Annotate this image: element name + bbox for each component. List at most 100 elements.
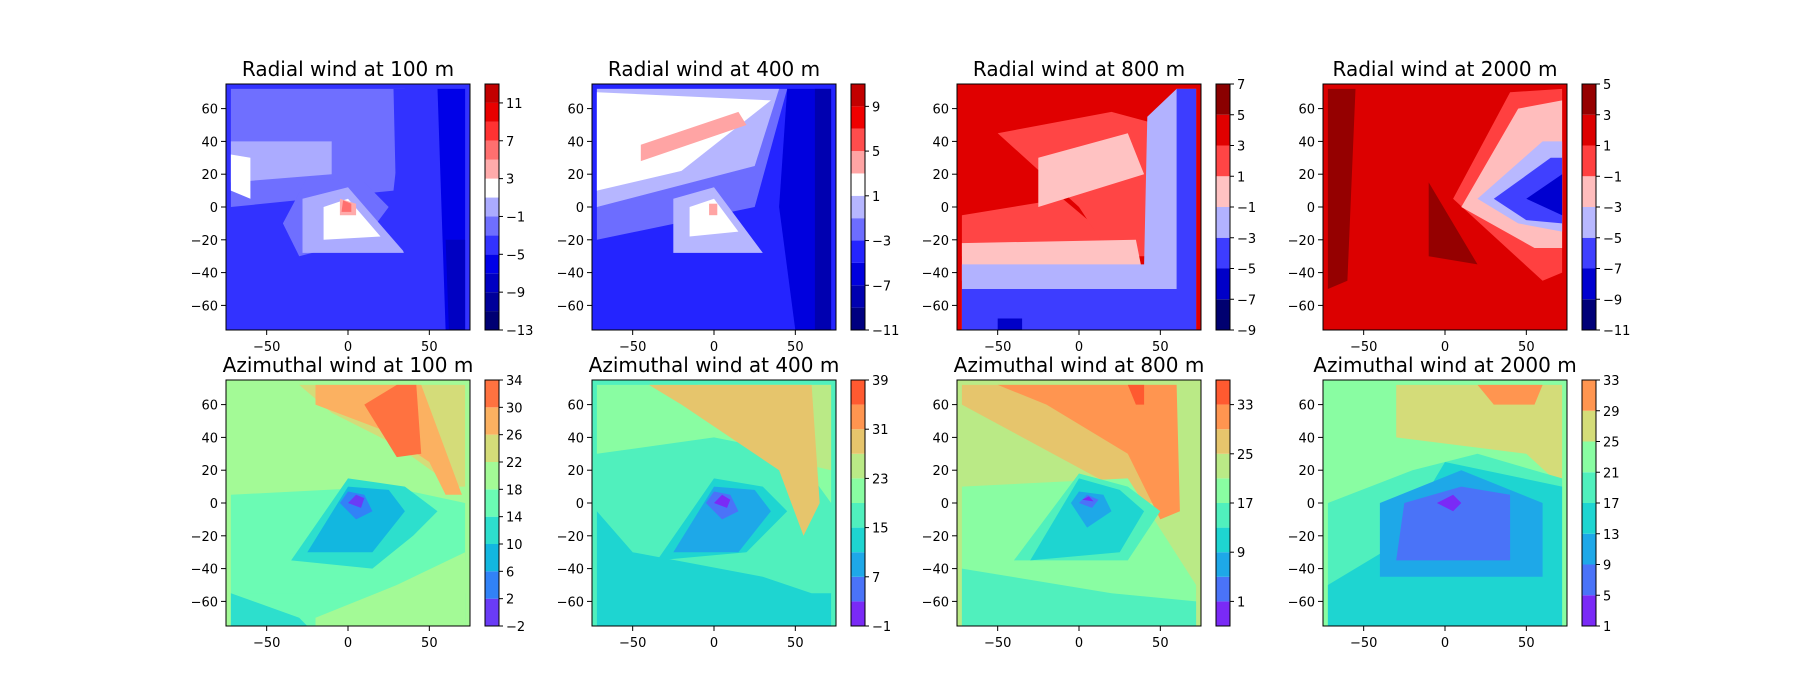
colorbar-band — [851, 429, 865, 454]
colorbar-tick-label: 5 — [1603, 78, 1611, 93]
colorbar-band — [1216, 299, 1230, 330]
y-tick-label: −60 — [922, 595, 949, 610]
colorbar-band — [1582, 410, 1596, 442]
contour-region-7 — [709, 203, 718, 216]
contour-field — [592, 84, 836, 330]
y-tick-label: 40 — [1298, 135, 1315, 150]
contour-region-10 — [1082, 496, 1094, 502]
colorbar-band — [1216, 207, 1230, 238]
contour-field — [226, 380, 470, 626]
x-tick-label: 50 — [421, 340, 438, 355]
colorbar-band — [851, 453, 865, 479]
colorbar-band — [851, 218, 865, 241]
colorbar-tick-label: −7 — [1237, 293, 1256, 308]
subplot-8: Azimuthal wind at 2000 m −50 0 50 60 40 20 0 −20… — [1288, 353, 1620, 651]
contour-region-6 — [307, 486, 405, 553]
colorbar-tick-label: 1 — [1603, 140, 1611, 155]
contour-region-3 — [1127, 384, 1145, 405]
y-tick-label: 0 — [1307, 201, 1315, 216]
colorbar: 33 25 17 9 1 — [1215, 379, 1254, 627]
colorbar-tick-label: 39 — [872, 374, 889, 389]
contour-region-3 — [315, 552, 466, 626]
colorbar-tick-label: 15 — [872, 522, 889, 537]
subplot-title: Radial wind at 800 m — [973, 57, 1185, 81]
colorbar-band — [1216, 176, 1230, 207]
subplot-5: Azimuthal wind at 100 m −50 0 50 60 40 20 0 −20 −… — [191, 353, 526, 651]
colorbar-band — [485, 489, 499, 517]
colorbar-band — [1582, 176, 1596, 207]
y-tick-label: −20 — [191, 234, 218, 249]
colorbar-band — [1582, 564, 1596, 596]
y-tick-label: −40 — [557, 563, 584, 578]
colorbar-band — [1216, 601, 1230, 626]
contour-region-8 — [341, 200, 352, 212]
colorbar-tick-label: 5 — [872, 145, 880, 160]
subplot-4: Radial wind at 2000 m −50 0 50 60 40 20 0 −20 −40… — [1288, 57, 1631, 355]
y-tick-label: 20 — [1298, 168, 1315, 183]
colorbar-band — [851, 106, 865, 129]
colorbar-tick-label: 1 — [1603, 620, 1611, 635]
colorbar-tick-label: 3 — [1237, 140, 1245, 155]
colorbar-band — [485, 216, 499, 236]
subplot-1: Radial wind at 100 m −50 0 50 60 40 20 0 −20 −40 −… — [191, 57, 534, 355]
contour-region-8 — [1070, 491, 1112, 528]
colorbar-band — [1216, 268, 1230, 300]
y-tick-label: 40 — [932, 431, 949, 446]
colorbar-band — [485, 516, 499, 544]
colorbar-tick-label: 3 — [1603, 109, 1611, 124]
colorbar-band — [485, 380, 499, 408]
colorbar-band — [851, 380, 865, 405]
colorbar-band — [851, 601, 865, 626]
colorbar: 7 5 3 1 −1 −3 −5 −7 −9 — [1215, 78, 1256, 339]
colorbar-band — [485, 254, 499, 274]
y-tick-label: −40 — [557, 267, 584, 282]
contour-region-6 — [689, 198, 739, 237]
y-tick-label: 40 — [1298, 431, 1315, 446]
colorbar-band — [485, 235, 499, 255]
colorbar-band — [485, 121, 499, 141]
colorbar: 11 7 3 −1 −5 −9 −13 — [484, 83, 533, 339]
colorbar: 34 30 26 22 18 14 10 6 2 −2 — [484, 374, 525, 635]
colorbar-band — [485, 292, 499, 312]
colorbar-tick-label: 21 — [1603, 466, 1620, 481]
colorbar: 39 31 23 15 7 −1 — [850, 374, 891, 635]
y-tick-label: 20 — [201, 168, 218, 183]
x-tick-label: 0 — [1075, 636, 1083, 651]
y-tick-label: −60 — [922, 299, 949, 314]
colorbar-tick-label: 11 — [506, 97, 523, 112]
colorbar-band — [1582, 268, 1596, 300]
colorbar-band — [1582, 472, 1596, 503]
colorbar-frame — [484, 83, 500, 331]
colorbar-band — [1216, 478, 1230, 503]
colorbar-band — [851, 576, 865, 602]
colorbar-band — [851, 503, 865, 528]
contour-region-7 — [1436, 494, 1462, 512]
x-tick-label: 0 — [1075, 340, 1083, 355]
contour-region-5 — [961, 568, 1197, 626]
colorbar-tick-label: 13 — [1603, 528, 1620, 543]
colorbar-band — [1216, 429, 1230, 454]
colorbar-band — [851, 195, 865, 219]
contour-region-6 — [1396, 486, 1511, 561]
contour-field — [1323, 380, 1567, 626]
contour-region-7 — [997, 318, 1023, 330]
subplot-7: Azimuthal wind at 800 m −50 0 50 60 40 20 0 −20 −… — [922, 353, 1254, 651]
x-tick-label: 0 — [344, 636, 352, 651]
colorbar-tick-label: 30 — [506, 401, 523, 416]
x-tick-label: 0 — [1441, 340, 1449, 355]
colorbar-band — [1216, 453, 1230, 479]
colorbar-band — [1582, 441, 1596, 473]
colorbar-tick-label: 10 — [506, 538, 523, 553]
subplot-title: Radial wind at 400 m — [608, 57, 820, 81]
colorbar-band — [485, 102, 499, 122]
colorbar-band — [485, 273, 499, 293]
colorbar: 33 29 25 21 17 13 9 5 1 — [1581, 374, 1620, 635]
colorbar-tick-label: −3 — [1603, 201, 1622, 216]
contour-region-9 — [814, 88, 832, 330]
colorbar-tick-label: 31 — [872, 423, 889, 438]
y-tick-label: −20 — [1288, 530, 1315, 545]
colorbar-band — [485, 598, 499, 626]
colorbar-tick-label: −3 — [1237, 232, 1256, 247]
colorbar-band — [851, 285, 865, 308]
